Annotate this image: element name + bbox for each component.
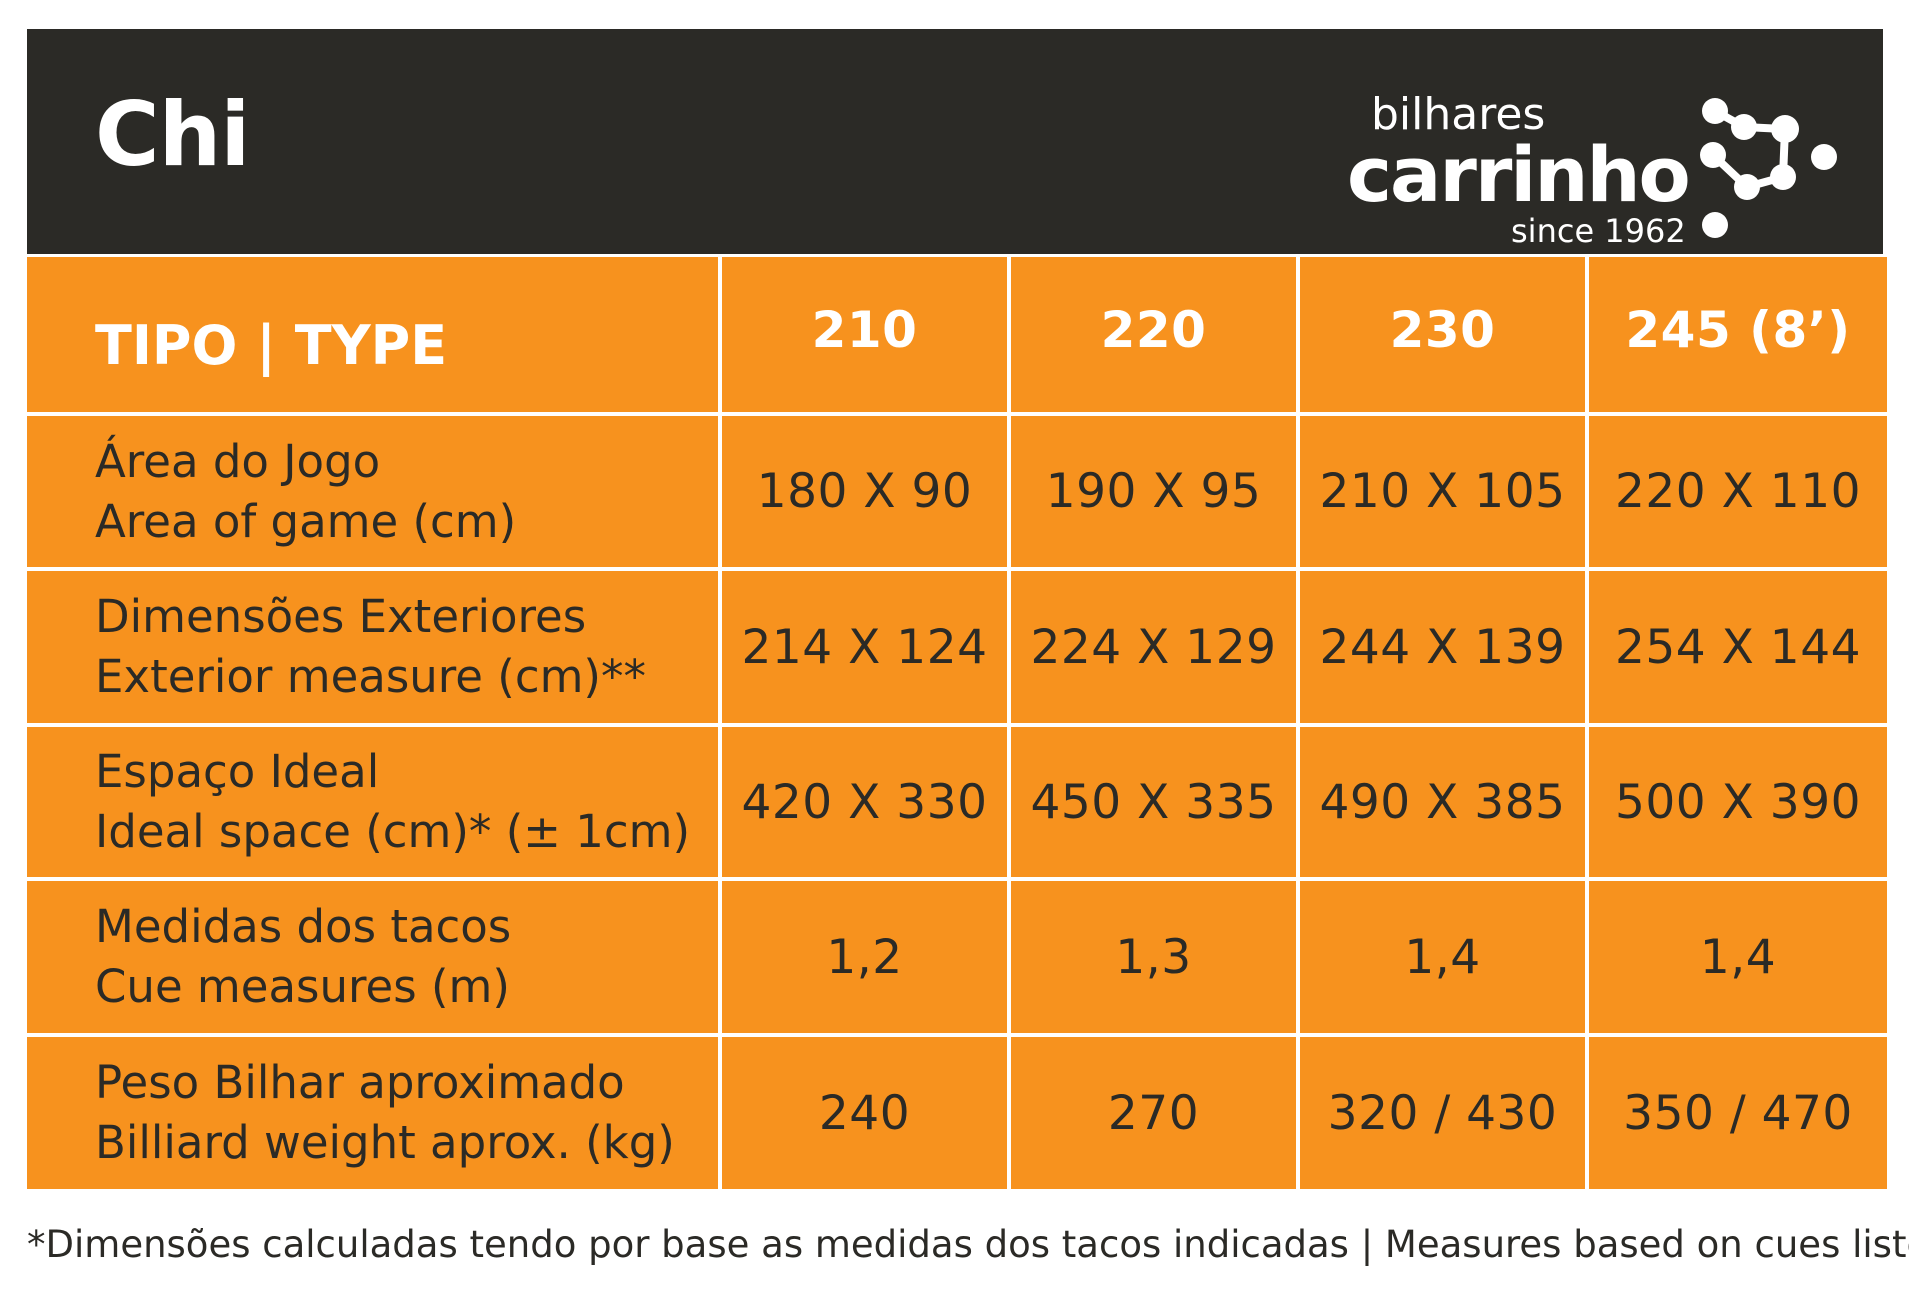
footnote: *Dimensões calculadas tendo por base as … xyxy=(27,1223,1909,1266)
logo-top-text: bilhares xyxy=(1371,89,1546,140)
table-cell: 270 xyxy=(1011,1037,1296,1189)
row-label-pt: Área do Jogo xyxy=(95,434,381,488)
row-label-en: Billiard weight aprox. (kg) xyxy=(95,1116,675,1169)
table-header-label: TIPO | TYPE xyxy=(27,257,718,412)
table-cell: 254 X 144 xyxy=(1589,571,1887,723)
row-label-pt: Peso Bilhar aproximado xyxy=(95,1056,625,1109)
column-header-220: 220 xyxy=(1011,257,1296,412)
table-cell: 224 X 129 xyxy=(1011,571,1296,723)
table-cell: 1,3 xyxy=(1011,881,1296,1033)
row-label-en: Exterior measure (cm)** xyxy=(95,650,646,703)
row-label-en: Area of game (cm) xyxy=(95,494,517,548)
table-cell: 210 X 105 xyxy=(1300,416,1585,567)
page-title: Chi xyxy=(95,83,250,186)
table-cell: 240 xyxy=(722,1037,1007,1189)
table-cell: 220 X 110 xyxy=(1589,416,1887,567)
specs-table: TIPO | TYPE 210 220 230 245 (8’) Área do… xyxy=(27,257,1887,1189)
row-label-pt: Dimensões Exteriores xyxy=(95,590,587,643)
logo-sub-text: since 1962 xyxy=(1511,212,1686,250)
column-header-245: 245 (8’) xyxy=(1589,257,1887,412)
row-label-pt: Medidas dos tacos xyxy=(95,900,512,953)
row-label-cue-measures: Medidas dos tacos Cue measures (m) xyxy=(27,881,718,1033)
table-cell: 244 X 139 xyxy=(1300,571,1585,723)
row-label-pt: Espaço Ideal xyxy=(95,745,380,798)
row-label-en: Ideal space (cm)* (± 1cm) xyxy=(95,805,691,858)
molecule-dots-icon xyxy=(1700,98,1837,238)
logo-main-text: carrinho xyxy=(1347,130,1691,219)
header-bar: Chi bilhares carrinho since 1962 xyxy=(27,29,1883,254)
table-cell: 190 X 95 xyxy=(1011,416,1296,567)
row-label-area-of-game: Área do Jogo Area of game (cm) xyxy=(27,416,718,567)
brand-logo: bilhares carrinho since 1962 xyxy=(1347,59,1867,247)
table-cell: 1,4 xyxy=(1589,881,1887,1033)
table-cell: 490 X 385 xyxy=(1300,727,1585,877)
table-cell: 1,4 xyxy=(1300,881,1585,1033)
table-cell: 1,2 xyxy=(722,881,1007,1033)
table-cell: 450 X 335 xyxy=(1011,727,1296,877)
table-cell: 214 X 124 xyxy=(722,571,1007,723)
row-label-ideal-space: Espaço Ideal Ideal space (cm)* (± 1cm) xyxy=(27,727,718,877)
column-header-230: 230 xyxy=(1300,257,1585,412)
row-label-billiard-weight: Peso Bilhar aproximado Billiard weight a… xyxy=(27,1037,718,1189)
column-header-210: 210 xyxy=(722,257,1007,412)
table-cell: 420 X 330 xyxy=(722,727,1007,877)
table-cell: 320 / 430 xyxy=(1300,1037,1585,1189)
row-label-en: Cue measures (m) xyxy=(95,960,510,1013)
table-cell: 180 X 90 xyxy=(722,416,1007,567)
table-cell: 350 / 470 xyxy=(1589,1037,1887,1189)
row-label-exterior-measure: Dimensões Exteriores Exterior measure (c… xyxy=(27,571,718,723)
table-cell: 500 X 390 xyxy=(1589,727,1887,877)
